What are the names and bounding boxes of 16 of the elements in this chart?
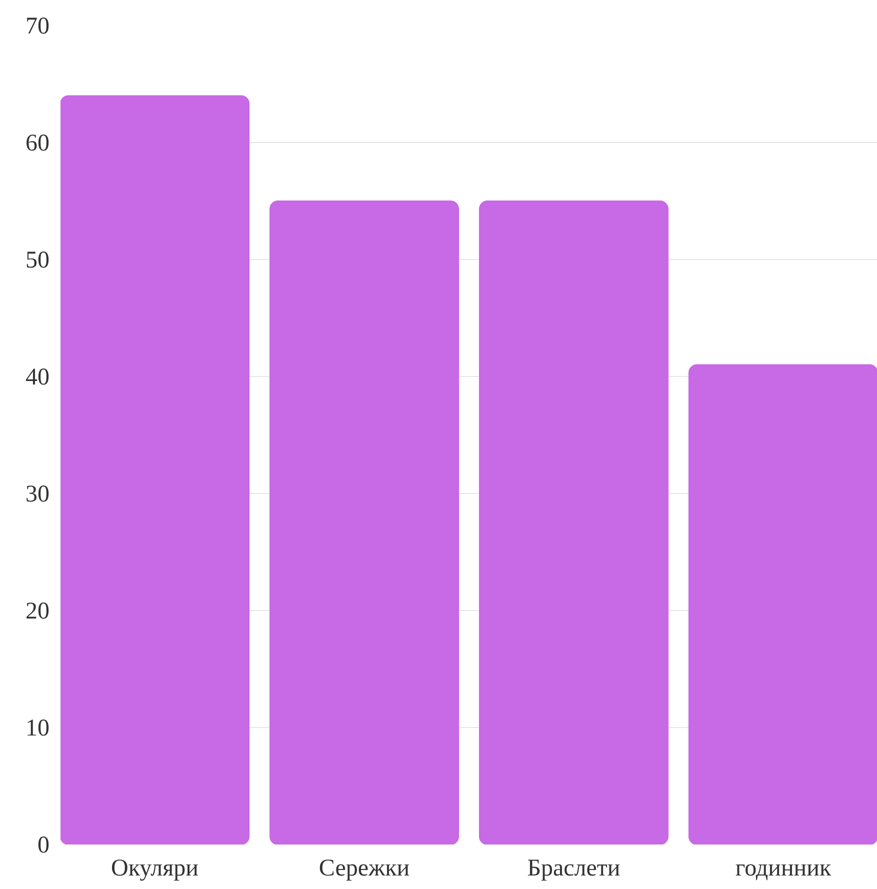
y-tick-label: 40 [26, 364, 50, 390]
y-tick-label: 0 [38, 832, 50, 858]
y-tick-label: 30 [26, 482, 50, 508]
bar [60, 95, 250, 844]
y-tick-label: 10 [26, 716, 50, 742]
y-tick-label: 70 [26, 14, 50, 40]
x-tick-label: Сережки [318, 856, 410, 882]
x-tick-label: Браслети [527, 856, 620, 882]
y-tick-label: 50 [26, 248, 50, 274]
y-tick-label: 20 [26, 598, 50, 624]
bar [478, 200, 669, 844]
x-tick-label: годинник [735, 856, 832, 882]
y-tick-label: 60 [26, 130, 50, 156]
bar [688, 364, 877, 844]
bar [269, 200, 460, 844]
x-tick-label: Окуляри [111, 856, 199, 882]
